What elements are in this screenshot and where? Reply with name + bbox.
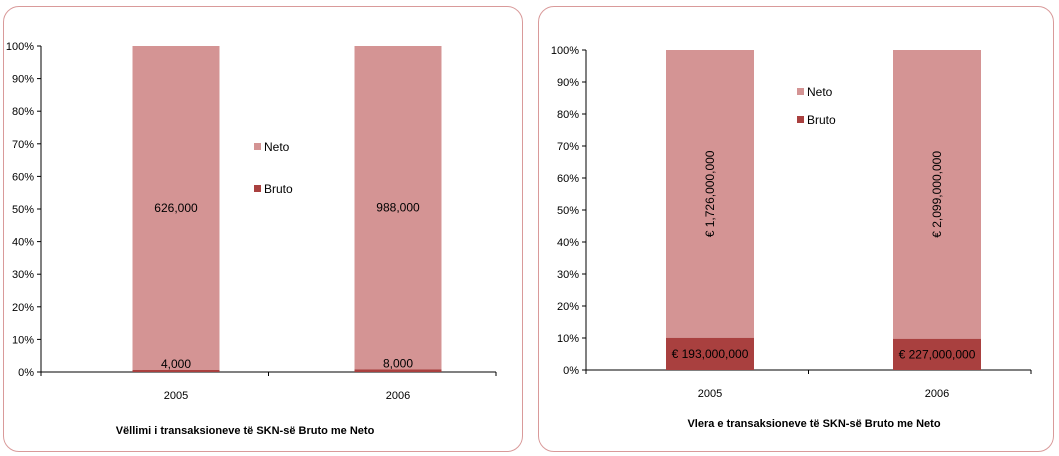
bar-neto-2006 (354, 46, 442, 370)
legend-swatch-neto (254, 143, 261, 150)
chart-caption: Vëllimi i transaksioneve të SKN-së Bruto… (116, 425, 375, 437)
y-tick-label: 40% (12, 237, 34, 249)
data-label-bruto: € 193,000,000 (672, 347, 749, 361)
legend-swatch-bruto (797, 116, 804, 123)
bar-neto-2005 (132, 46, 220, 370)
data-label-bruto: € 227,000,000 (899, 347, 976, 361)
x-tick-label: 2006 (386, 390, 410, 402)
legend-swatch-bruto (254, 185, 261, 192)
data-label-neto: € 1,726,000,000 (703, 150, 717, 237)
chart-value: 0% 10% 20% 30% 40% 50% 60% 70% 80% 90% 100% € 1,726… (551, 45, 1032, 430)
bar-bruto-2006 (893, 338, 981, 370)
legend-swatch-neto (797, 88, 804, 95)
y-tick-label: 10% (12, 334, 34, 346)
y-tick-label: 80% (12, 106, 34, 118)
y-tick-label: 90% (12, 74, 34, 86)
y-tick-label: 100% (551, 45, 579, 57)
y-tick-label: 60% (12, 171, 34, 183)
y-tick-label: 30% (557, 269, 579, 281)
y-tick-label: 60% (557, 173, 579, 185)
legend-label-neto: Neto (264, 140, 290, 154)
x-tick-label: 2006 (925, 388, 949, 400)
legend-label-bruto: Bruto (807, 113, 836, 127)
chart-panel-value: 0% 10% 20% 30% 40% 50% 60% 70% 80% 90% 100% € 1,726… (538, 6, 1054, 452)
data-label-neto: 988,000 (376, 201, 420, 215)
x-tick-label: 2005 (698, 388, 722, 400)
bar-neto-2006 (893, 50, 981, 339)
x-tick-label: 2005 (164, 390, 188, 402)
y-tick-label: 20% (12, 302, 34, 314)
chart-panel-volume: 0% 10% 20% 30% 40% 50% 60% 70% 80% 90% 100% 626,000… (3, 6, 523, 452)
y-tick-label: 80% (557, 109, 579, 121)
data-label-neto: 626,000 (154, 201, 198, 215)
legend-label-bruto: Bruto (264, 182, 293, 196)
y-tick-label: 70% (12, 139, 34, 151)
chart-volume: 0% 10% 20% 30% 40% 50% 60% 70% 80% 90% 100% 626,000… (6, 41, 497, 437)
data-label-bruto: 4,000 (161, 357, 191, 371)
bar-bruto-2005 (132, 369, 220, 372)
data-label-neto: € 2,099,000,000 (930, 151, 944, 238)
y-tick-label: 100% (6, 41, 34, 53)
y-tick-label: 50% (12, 204, 34, 216)
y-tick-label: 30% (12, 269, 34, 281)
y-tick-label: 0% (563, 365, 579, 377)
data-label-bruto: 8,000 (383, 356, 413, 370)
y-tick-label: 40% (557, 237, 579, 249)
y-tick-label: 10% (557, 333, 579, 345)
y-tick-label: 50% (557, 205, 579, 217)
y-tick-label: 70% (557, 141, 579, 153)
bar-neto-2005 (666, 50, 754, 338)
legend-label-neto: Neto (807, 85, 833, 99)
bar-bruto-2005 (666, 337, 754, 370)
y-tick-label: 0% (18, 367, 34, 379)
y-tick-label: 90% (557, 77, 579, 89)
y-tick-label: 20% (557, 301, 579, 313)
bar-bruto-2006 (354, 369, 442, 372)
chart-caption: Vlera e transaksioneve të SKN-së Bruto m… (687, 418, 940, 430)
